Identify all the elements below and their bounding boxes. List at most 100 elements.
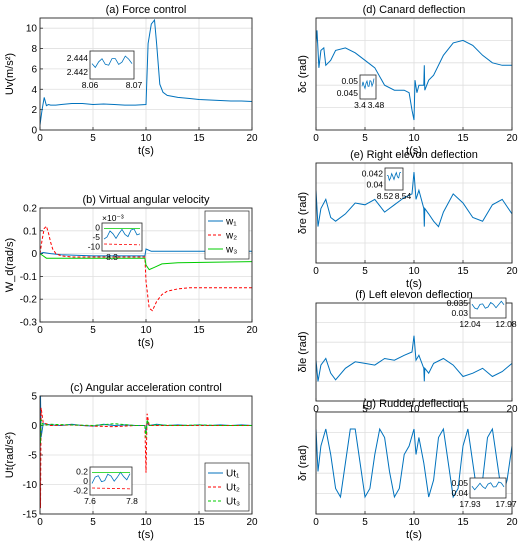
x-tick-label: 15	[457, 404, 469, 415]
zoom-inset: 0-5-10 8.3 ×10⁻³	[88, 213, 143, 262]
inset-line	[471, 300, 505, 310]
y-tick-label: 5	[31, 392, 37, 403]
x-tick-label: 0	[37, 133, 43, 144]
axes-frame	[39, 17, 253, 131]
inset-x-label: 8.06	[82, 80, 99, 90]
y-tick-label: 10	[26, 24, 38, 35]
inset-line	[91, 487, 131, 490]
legend-label: w₂	[225, 231, 237, 242]
legend-label: Ut₁	[226, 469, 240, 480]
y-tick-label: 0	[31, 249, 37, 260]
chart-g: 0 5 10 15 20 (g) Rudder deflection t(s) δr (rad…	[297, 398, 518, 541]
x-tick-label: 5	[90, 517, 96, 528]
x-tick-label: 0	[37, 517, 43, 528]
y-axis-label: δc (rad)	[297, 55, 309, 93]
y-tick-label: 0.2	[23, 204, 37, 215]
axes-frame	[315, 17, 513, 131]
legend: Ut₁ Ut₂ Ut₃	[204, 462, 250, 512]
inset-y-label: 2.442	[67, 67, 89, 77]
x-tick-label: 5	[362, 266, 368, 277]
y-tick-label: -0.3	[20, 318, 38, 329]
inset-line	[361, 78, 375, 90]
chart-title: (c) Angular acceleration control	[70, 382, 222, 394]
series-line-s1	[40, 248, 252, 257]
x-tick-label: 0	[313, 133, 319, 144]
inset-y-label: 0.045	[337, 88, 359, 98]
chart-title: (d) Canard deflection	[363, 4, 466, 16]
inset-y-label: 0.035	[447, 298, 469, 308]
x-tick-label: 10	[408, 404, 420, 415]
y-tick-label: 4	[31, 85, 37, 96]
inset-x-label: 7.8	[126, 496, 138, 506]
legend-label: w₃	[225, 245, 237, 256]
axes-frame	[315, 302, 513, 402]
x-tick-label: 10	[408, 517, 420, 528]
inset-y-label: -5	[92, 232, 100, 242]
chart-title: (a) Force control	[106, 4, 187, 16]
x-tick-label: 15	[457, 266, 469, 277]
x-tick-label: 10	[140, 133, 152, 144]
x-tick-label: 20	[506, 517, 518, 528]
inset-frame	[89, 466, 133, 496]
inset-y-label: 0	[83, 476, 88, 486]
legend-label: Ut₂	[226, 483, 240, 494]
x-tick-label: 20	[246, 325, 258, 336]
legend-box	[204, 462, 250, 512]
series-line-d	[316, 30, 512, 121]
y-tick-label: 6	[31, 64, 37, 75]
x-tick-label: 10	[140, 325, 152, 336]
chart-b: 0 5 10 15 20 -0.3 -0.2 -0.1 0 0.1 0.2 (b) Virtual a…	[4, 194, 258, 349]
chart-d: 0 5 10 15 20 (d) Canard deflection t(s) δc (rad…	[297, 4, 518, 157]
axes-frame	[39, 207, 253, 323]
inset-x-label: 3.48	[368, 100, 385, 110]
y-tick-label: -15	[23, 510, 38, 521]
x-axis-label: t(s)	[406, 278, 422, 290]
x-tick-label: 5	[90, 133, 96, 144]
x-tick-label: 20	[506, 133, 518, 144]
y-tick-label: 8	[31, 44, 37, 55]
inset-y-label: -10	[88, 241, 101, 251]
axes-frame	[315, 162, 513, 264]
y-tick-label: 2	[31, 105, 37, 116]
x-tick-label: 15	[193, 517, 205, 528]
y-axis-label: δre (rad)	[297, 192, 309, 234]
y-axis-label: Uv(m/s²)	[4, 53, 16, 95]
x-tick-label: 20	[506, 404, 518, 415]
y-axis-label: W_d(rad/s)	[4, 238, 16, 292]
x-tick-label: 15	[193, 133, 205, 144]
inset-frame	[89, 50, 135, 80]
x-axis-label: t(s)	[406, 529, 422, 541]
inset-frame	[359, 74, 377, 100]
x-tick-label: 20	[246, 517, 258, 528]
inset-y-label: 0	[95, 223, 100, 233]
y-tick-label: 0	[31, 126, 37, 137]
inset-frame	[101, 222, 143, 252]
inset-y-label: 0.04	[366, 180, 383, 190]
x-tick-label: 5	[90, 325, 96, 336]
inset-line	[103, 243, 141, 246]
inset-x-label: 17.93	[459, 499, 481, 509]
zoom-inset: 2.444 2.442 8.06 8.07	[67, 50, 143, 90]
axes-frame	[39, 395, 253, 515]
x-axis-label: t(s)	[138, 145, 154, 157]
y-tick-label: 0	[31, 421, 37, 432]
y-tick-label: 0.1	[23, 226, 37, 237]
inset-x-label: 8.54	[395, 191, 412, 201]
inset-y-label: 0.042	[362, 169, 384, 179]
x-tick-label: 0	[37, 325, 43, 336]
x-tick-label: 5	[362, 133, 368, 144]
legend-box	[204, 210, 250, 260]
x-tick-label: 10	[408, 266, 420, 277]
inset-y-label: 0.2	[76, 467, 88, 477]
x-tick-label: 0	[313, 404, 319, 415]
y-axis-label: Ut(rad/s²)	[4, 432, 16, 478]
y-tick-label: -0.1	[20, 272, 38, 283]
x-tick-label: 10	[140, 517, 152, 528]
inset-x-label: 12.08	[495, 319, 517, 329]
axes-frame	[315, 411, 513, 515]
chart-title: (b) Virtual angular velocity	[83, 194, 210, 206]
x-tick-label: 15	[457, 517, 469, 528]
